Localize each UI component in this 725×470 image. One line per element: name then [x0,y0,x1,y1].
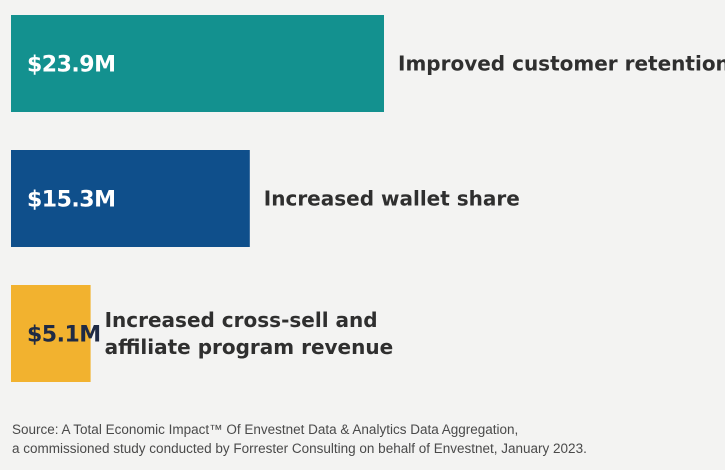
bar-chart: $23.9M Improved customer retention $15.3M I… [11,15,725,382]
category-label-1: Improved customer retention [398,52,725,76]
bar-value-label-3: $5.1M [27,323,101,348]
source-line-2: a commissioned study conducted by Forres… [12,441,587,456]
source-line-1: Source: A Total Economic Impact™ Of Enve… [12,422,519,437]
bar-1 [11,15,384,112]
category-label-2: Increased wallet share [264,187,520,211]
source-note: Source: A Total Economic Impact™ Of Enve… [12,420,712,458]
category-label-3-line-2: affiliate program revenue [105,335,394,359]
bar-3 [11,285,91,382]
bar-value-label-2: $15.3M [27,188,115,213]
category-label-3-line-1: Increased cross-sell and [105,308,378,332]
bar-value-label-1: $23.9M [27,53,115,78]
bar-2 [11,150,250,247]
